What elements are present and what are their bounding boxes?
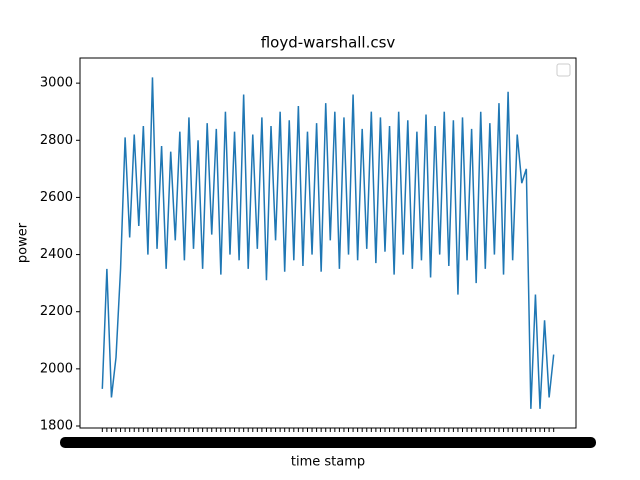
x-axis-label: time stamp <box>291 455 365 470</box>
chart-title: floyd-warshall.csv <box>261 34 396 52</box>
y-axis-label: power <box>16 222 31 263</box>
y-tick-label: 1800 <box>40 419 73 434</box>
y-tick-label: 2400 <box>40 247 73 262</box>
y-tick-label: 3000 <box>40 76 73 91</box>
x-tick-labels-overlap <box>60 437 596 448</box>
y-tick-label: 2200 <box>40 304 73 319</box>
y-tick-label: 2800 <box>40 133 73 148</box>
y-tick-label: 2600 <box>40 190 73 205</box>
y-tick-label: 2000 <box>40 361 73 376</box>
legend <box>556 63 571 77</box>
line <box>101 77 555 409</box>
plot-frame <box>79 57 577 429</box>
